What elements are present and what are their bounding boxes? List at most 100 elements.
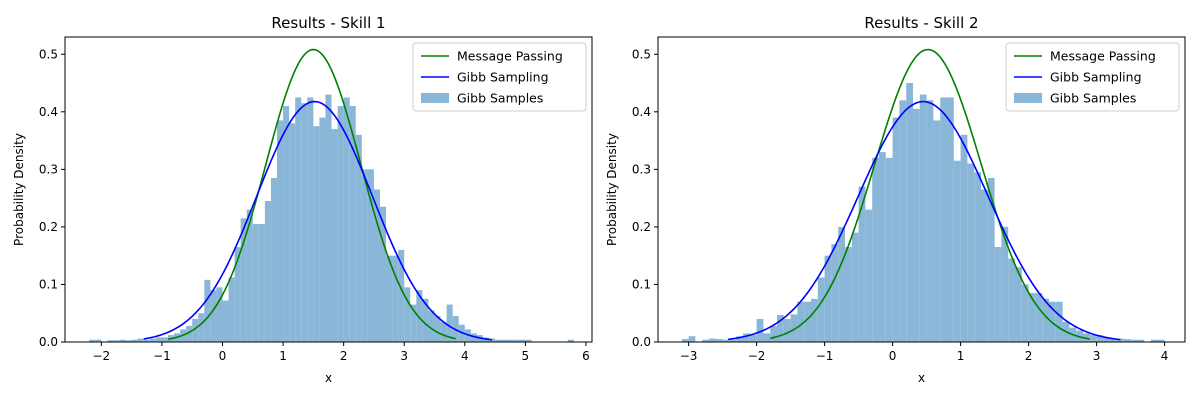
legend: Message Passing Gibb Sampling Gibb Samples [412,42,587,112]
histogram-bar [1137,339,1145,342]
histogram-bar [398,249,405,342]
histogram-bar [1117,338,1124,342]
histogram-bar [228,277,235,342]
histogram-bar [1110,338,1117,342]
y-tick-label: 0.2 [39,220,58,234]
y-tick-label: 0.1 [632,277,651,291]
histogram-bar [940,97,947,342]
histogram-bar [192,318,199,342]
y-tick-label: 0.5 [632,47,651,61]
x-tick-label: −2 [92,349,110,363]
histogram-bar [729,339,737,342]
histogram-bar [783,318,791,342]
x-axis-label: x [918,371,925,385]
legend-label: Gibb Sampling [457,70,549,85]
histogram-bar [379,206,387,342]
histogram-bar [567,339,574,342]
histogram-bar [1001,226,1009,342]
x-tick-label: 1 [957,349,965,363]
histogram-bar [831,244,839,342]
y-tick-label: 0.1 [39,277,58,291]
histogram-bar [301,103,308,342]
histogram-bar [967,163,975,342]
histogram-bar [489,338,496,342]
histogram-bar [858,186,866,342]
histogram-bar [960,134,968,342]
histogram-bar [770,325,777,342]
histogram-bar [1096,335,1104,342]
legend-box [412,42,587,112]
histogram-bar [331,129,338,342]
histogram-bar [919,94,927,342]
histogram-bar [797,301,805,342]
histogram-bar [1103,337,1111,342]
histogram-bar [434,316,441,342]
histogram-bar [1089,335,1097,342]
histogram-bar [422,298,429,342]
histogram-bar [113,340,120,342]
message-passing-curve [167,48,456,341]
histogram-bar [149,338,156,342]
histogram-bar [470,333,477,342]
x-tick-label: 0 [219,349,227,363]
histogram-bar [1042,298,1049,342]
legend-label: Message Passing [457,49,563,64]
x-tick-label: −2 [748,349,766,363]
x-tick-label: −3 [680,349,698,363]
histogram-bar [410,304,417,342]
histogram-bar [258,224,265,342]
histogram-bar [1157,339,1165,342]
histogram-bar [899,100,907,342]
histogram-bar [507,339,514,342]
chart-title: Results - Skill 1 [271,14,385,32]
histogram-bar [987,177,995,342]
histogram-bar [161,337,168,342]
histogram-bar [155,337,162,342]
histogram-bar [386,255,393,342]
legend-label: Gibb Sampling [1050,70,1142,85]
y-tick-label: 0.4 [39,105,58,119]
histogram-bar [186,325,193,342]
gibb-sampling-curve [143,100,493,341]
axes-frame [657,36,1186,343]
histogram-bar [777,314,784,342]
legend-swatch-patch [1014,93,1042,103]
histogram-bar [361,169,368,342]
x-tick-label: 1 [279,349,287,363]
histogram-bar [216,287,223,342]
histogram-bar [981,189,988,342]
histogram-bar [1151,339,1158,342]
x-tick-label: 2 [1025,349,1033,363]
chart-title: Results - Skill 2 [864,14,978,32]
histogram-bar [416,290,423,342]
histogram-bar [464,329,471,342]
histogram-bar [240,218,247,342]
histogram-bar [252,224,259,342]
x-tick-label: −1 [153,349,171,363]
histogram-bar [736,336,743,342]
chart-panel-1: −2 −1 0 1 2 3 4 5 6 0.0 0.1 0.2 0.3 0.4 0.5 Results - S… [12,14,593,385]
histogram-bar [355,134,362,342]
histogram-bar [681,339,689,342]
histogram-bar [1008,258,1015,342]
legend-box [1005,42,1180,112]
histogram-bar [234,247,241,342]
histogram-bar [277,120,284,342]
histogram-bar [204,279,211,342]
y-tick-label: 0.0 [39,335,58,349]
histogram-bar [89,339,96,342]
legend-label: Message Passing [1050,49,1156,64]
gibb-sampling-curve [727,100,1121,341]
x-tick-label: 6 [582,349,590,363]
histogram-bar [428,310,435,342]
histogram-bar [756,318,764,342]
x-tick-label: 0 [889,349,897,363]
y-tick-label: 0.4 [632,105,651,119]
histogram-bar [319,117,326,342]
histogram-bar [210,290,217,342]
histogram-bar [440,321,447,342]
histogram-bar [198,313,205,342]
histogram-bar [343,97,350,342]
histogram-bar [373,189,380,342]
